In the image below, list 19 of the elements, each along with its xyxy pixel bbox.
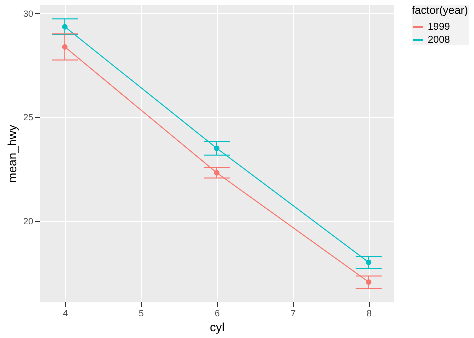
x-tick-label: 4 bbox=[63, 308, 68, 318]
y-axis-title: mean_hwy bbox=[5, 124, 20, 184]
point bbox=[366, 280, 372, 286]
y-tick-label: 20 bbox=[23, 216, 34, 226]
x-tick-label: 5 bbox=[139, 308, 144, 318]
legend-label: 1999 bbox=[428, 22, 451, 33]
x-tick-label: 6 bbox=[214, 308, 220, 318]
legend-label: 2008 bbox=[428, 35, 451, 46]
y-tick-label: 30 bbox=[23, 8, 34, 19]
point bbox=[214, 170, 220, 176]
point bbox=[214, 146, 220, 152]
x-tick-label: 7 bbox=[290, 308, 296, 318]
x-axis-title: cyl bbox=[210, 320, 225, 334]
point bbox=[366, 260, 372, 266]
x-tick-label: 8 bbox=[366, 308, 372, 318]
point bbox=[62, 24, 68, 30]
legend-title: factor(year) bbox=[412, 5, 468, 17]
point bbox=[62, 44, 68, 50]
y-tick-label: 25 bbox=[23, 112, 34, 123]
